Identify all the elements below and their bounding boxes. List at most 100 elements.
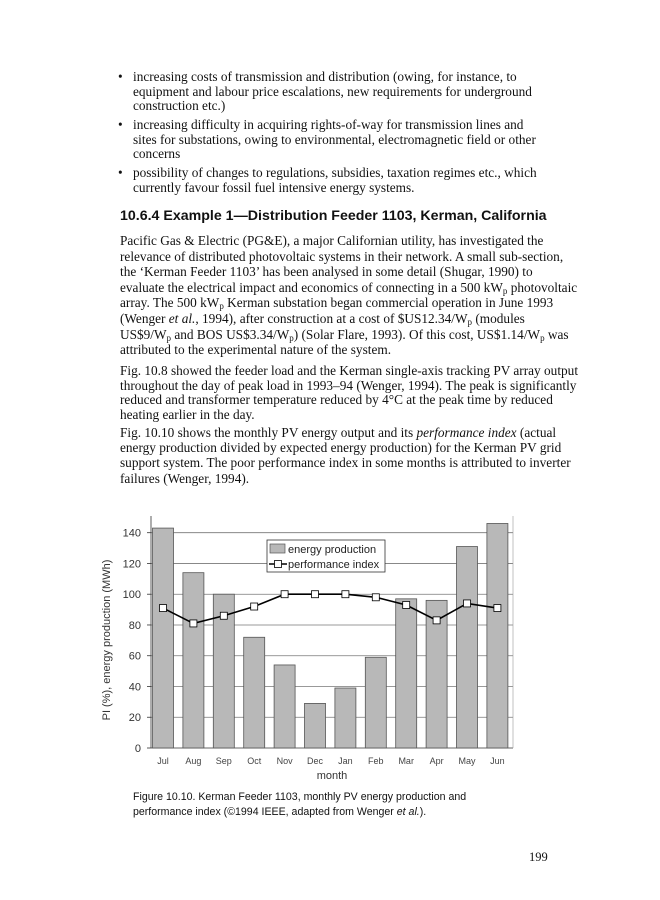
x-tick-label: Aug	[185, 756, 201, 766]
text-run: performance index	[416, 425, 517, 440]
x-tick-label: Dec	[307, 756, 324, 766]
caption-text: ).	[419, 806, 427, 818]
text-line: currently favour fossil fuel intensive e…	[133, 180, 537, 196]
text-run: p	[502, 285, 508, 296]
pi-marker-jun	[493, 604, 502, 612]
pi-marker-nov	[280, 590, 289, 599]
text-line: possibility of changes to regulations, s…	[133, 165, 537, 181]
pi-marker-feb	[371, 593, 380, 602]
pi-marker-aug	[189, 619, 198, 628]
text-line: concerns	[133, 147, 536, 162]
performance-index-line	[162, 593, 498, 625]
text-run: energy production divided by expected en…	[120, 440, 562, 456]
pi-marker-apr	[432, 616, 441, 625]
text-run: (Wenger	[120, 310, 169, 326]
bullet-icon: •	[118, 117, 123, 132]
text-run: increasing difficulty in acquiring right…	[133, 117, 524, 132]
text-run: p	[166, 332, 172, 343]
x-tick-label: Sep	[216, 756, 232, 766]
x-tick-label: Jan	[338, 756, 353, 766]
text-line: evaluate the electrical impact and econo…	[120, 280, 577, 296]
section-heading: 10.6.4 Example 1—Distribution Feeder 110…	[120, 208, 547, 224]
text-run: and BOS US$3.34/W	[171, 326, 290, 342]
text-line: energy production divided by expected en…	[120, 440, 571, 455]
text-line: reduced and transformer temperature redu…	[120, 392, 578, 408]
bar-nov	[273, 664, 296, 749]
text-run: photovoltaic	[507, 279, 578, 295]
pi-marker-may	[463, 599, 471, 608]
text-run: US$9/W	[120, 326, 167, 342]
paragraph: Fig. 10.10 shows the monthly PV energy o…	[120, 425, 571, 486]
caption-line-1: Figure 10.10. Kerman Feeder 1103, monthl…	[133, 791, 467, 803]
text-line: Fig. 10.10 shows the monthly PV energy o…	[120, 425, 571, 440]
bar-oct	[243, 636, 266, 749]
text-run: , 1994), after construction at a cost of…	[195, 310, 468, 326]
bar-apr	[425, 599, 448, 749]
text-run: equipment and labour price escalations, …	[133, 83, 532, 99]
text-line: array. The 500 kWp Kerman substation beg…	[120, 295, 577, 311]
pi-marker-sep	[219, 611, 228, 620]
paragraph: Fig. 10.8 showed the feeder load and the…	[120, 363, 579, 422]
text-run: the ‘Kerman Feeder 1103’ has been analys…	[120, 264, 533, 280]
text-line: construction etc.)	[133, 99, 532, 114]
x-tick-label: Apr	[430, 756, 444, 766]
text-run: support system. The poor performance ind…	[120, 455, 571, 471]
text-line: attributed to the experimental nature of…	[120, 342, 577, 358]
bar-dec	[304, 703, 326, 749]
y-tick-label: 100	[123, 589, 141, 601]
legend-label-energy: energy production	[288, 544, 376, 556]
y-axis-title: PI (%), energy production (MWh)	[101, 560, 113, 721]
text-run: (actual	[516, 425, 557, 440]
bar-may	[456, 546, 478, 749]
y-tick-label: 20	[129, 712, 141, 724]
x-axis-title: month	[317, 770, 348, 782]
text-run: Fig. 10.10 shows the monthly PV energy o…	[120, 425, 417, 440]
bar-jul	[152, 527, 174, 749]
text-run: p	[467, 316, 473, 327]
text-line: relevance of distributed photovoltaic sy…	[120, 249, 577, 265]
y-tick-label: 40	[129, 681, 141, 693]
caption-line-2: performance index (©1994 IEEE, adapted f…	[133, 805, 466, 820]
text-line: increasing difficulty in acquiring right…	[133, 117, 536, 133]
pi-marker-oct	[250, 602, 259, 611]
text-run: evaluate the electrical impact and econo…	[120, 279, 503, 295]
y-tick-label: 120	[123, 558, 141, 570]
bullet-icon: •	[118, 165, 123, 180]
text-run: et al.	[168, 310, 196, 326]
x-tick-label: Oct	[247, 756, 262, 766]
bar-mar	[395, 598, 418, 749]
y-tick-label: 0	[135, 743, 141, 755]
text-run: p	[540, 332, 545, 343]
text-run: Pacific Gas & Electric (PG&E), a major C…	[120, 233, 544, 248]
text-line: Pacific Gas & Electric (PG&E), a major C…	[120, 233, 577, 249]
text-run: p	[289, 332, 294, 343]
text-line: throughout the day of peak load in 1993–…	[120, 378, 578, 394]
text-run: possibility of changes to regulations, s…	[133, 165, 537, 180]
text-run: increasing costs of transmission and dis…	[133, 69, 517, 84]
text-run: Kerman substation began commercial opera…	[223, 295, 554, 311]
text-line: increasing costs of transmission and dis…	[133, 69, 532, 85]
text-run: relevance of distributed photovoltaic sy…	[120, 248, 564, 264]
y-tick-label: 80	[129, 620, 141, 632]
bar-jan	[334, 687, 357, 749]
legend-label-pi: performance index	[288, 559, 380, 571]
bar-aug	[182, 572, 205, 749]
x-tick-label: Mar	[398, 756, 414, 766]
x-tick-label: Jul	[157, 756, 169, 766]
figure-caption: Figure 10.10. Kerman Feeder 1103, monthl…	[133, 790, 466, 820]
text-line: sites for substations, owing to environm…	[133, 131, 536, 148]
text-run: failures (Wenger, 1994).	[120, 470, 250, 486]
paragraph: Pacific Gas & Electric (PG&E), a major C…	[120, 233, 577, 358]
text-run: construction etc.)	[133, 98, 226, 114]
text-run: Fig. 10.8 showed the feeder load and the…	[120, 363, 579, 378]
bar-feb	[364, 656, 387, 749]
text-line: support system. The poor performance ind…	[120, 455, 571, 470]
text-run: reduced and transformer temperature redu…	[120, 392, 553, 408]
text-line: the ‘Kerman Feeder 1103’ has been analys…	[120, 264, 577, 280]
pi-marker-jan	[341, 590, 350, 599]
y-tick-label: 140	[123, 528, 141, 540]
text-line: US$9/Wp and BOS US$3.34/Wp) (Solar Flare…	[120, 327, 577, 343]
legend-bar-swatch	[269, 543, 286, 554]
text-run: sites for substations, owing to environm…	[133, 131, 536, 147]
